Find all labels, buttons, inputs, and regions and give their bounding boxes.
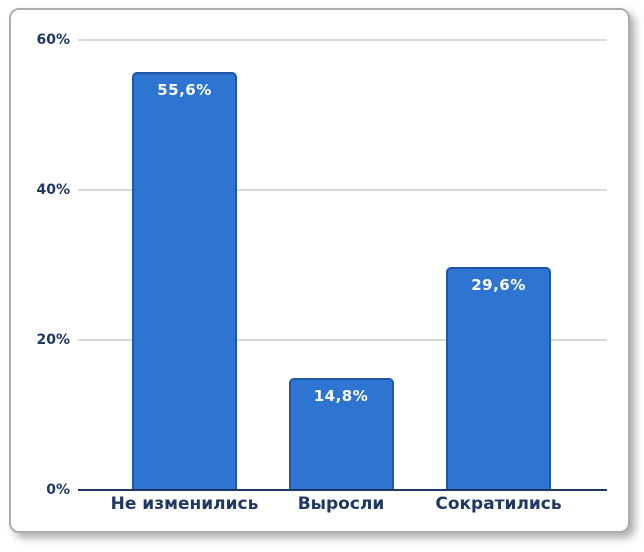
bar-value-label: 55,6% — [157, 81, 212, 99]
bar-1: 55,6% — [132, 72, 237, 489]
y-axis-tick-label: 20% — [36, 332, 70, 348]
y-axis-tick-label: 0% — [46, 482, 70, 498]
chart-card: 0% 20% 40% 60% 55,6% Не изменились 14,8% Выросл… — [9, 8, 630, 533]
bar-value-label: 14,8% — [313, 387, 369, 405]
x-axis-category-label: Сократились — [435, 494, 562, 514]
gridline-60 — [78, 39, 607, 41]
bar-2: 14,8% — [288, 378, 394, 489]
plot-area: 0% 20% 40% 60% 55,6% Не изменились 14,8% Выросл… — [11, 10, 628, 531]
bar-value-label: 29,6% — [471, 276, 526, 294]
x-axis-category-label: Не изменились — [110, 494, 259, 514]
y-axis-tick-label: 40% — [36, 182, 70, 198]
gridline-20 — [78, 339, 607, 341]
y-axis-tick-label: 60% — [36, 32, 70, 48]
bar-3: 29,6% — [446, 267, 551, 489]
x-axis-line — [78, 489, 607, 491]
x-axis-category-label: Выросли — [297, 494, 385, 514]
gridline-40 — [78, 189, 607, 191]
